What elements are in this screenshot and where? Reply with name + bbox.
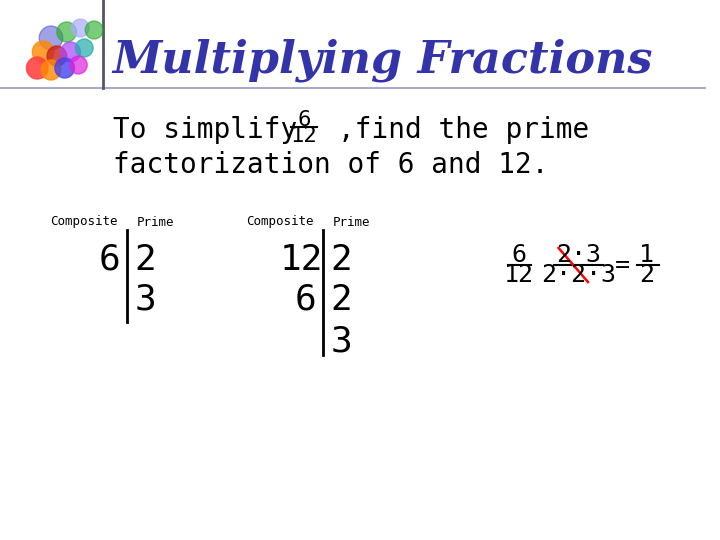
Text: 6: 6 bbox=[297, 110, 310, 130]
Circle shape bbox=[39, 26, 63, 50]
Text: Composite: Composite bbox=[50, 215, 117, 228]
Text: 2: 2 bbox=[330, 283, 352, 317]
Text: 12: 12 bbox=[505, 263, 534, 287]
Circle shape bbox=[32, 41, 54, 63]
Circle shape bbox=[70, 56, 87, 74]
Text: 2: 2 bbox=[639, 263, 654, 287]
Circle shape bbox=[60, 42, 81, 62]
Text: 3: 3 bbox=[134, 283, 156, 317]
Text: Multiplying Fractions: Multiplying Fractions bbox=[112, 38, 652, 82]
Circle shape bbox=[47, 46, 67, 66]
Circle shape bbox=[85, 21, 103, 39]
Text: 2·3: 2·3 bbox=[556, 243, 600, 267]
Text: ,find the prime: ,find the prime bbox=[338, 116, 590, 144]
Circle shape bbox=[27, 57, 48, 79]
Text: To simplify: To simplify bbox=[113, 116, 297, 144]
Text: 2: 2 bbox=[134, 243, 156, 277]
Text: 1: 1 bbox=[639, 243, 654, 267]
Circle shape bbox=[76, 39, 93, 57]
Text: 2·2·3: 2·2·3 bbox=[541, 263, 616, 287]
Text: factorization of 6 and 12.: factorization of 6 and 12. bbox=[113, 151, 548, 179]
Text: 12: 12 bbox=[280, 243, 323, 277]
Text: 3: 3 bbox=[330, 325, 352, 359]
Text: 6: 6 bbox=[512, 243, 527, 267]
Text: Composite: Composite bbox=[246, 215, 314, 228]
Text: Prime: Prime bbox=[333, 215, 371, 228]
Text: Prime: Prime bbox=[138, 215, 175, 228]
Text: 12: 12 bbox=[290, 126, 317, 146]
Text: 6: 6 bbox=[295, 283, 317, 317]
Text: 2: 2 bbox=[330, 243, 352, 277]
Circle shape bbox=[57, 22, 76, 42]
Circle shape bbox=[41, 60, 60, 80]
Text: =: = bbox=[615, 253, 630, 277]
Text: 6: 6 bbox=[99, 243, 121, 277]
Circle shape bbox=[55, 58, 74, 78]
Circle shape bbox=[71, 19, 89, 37]
